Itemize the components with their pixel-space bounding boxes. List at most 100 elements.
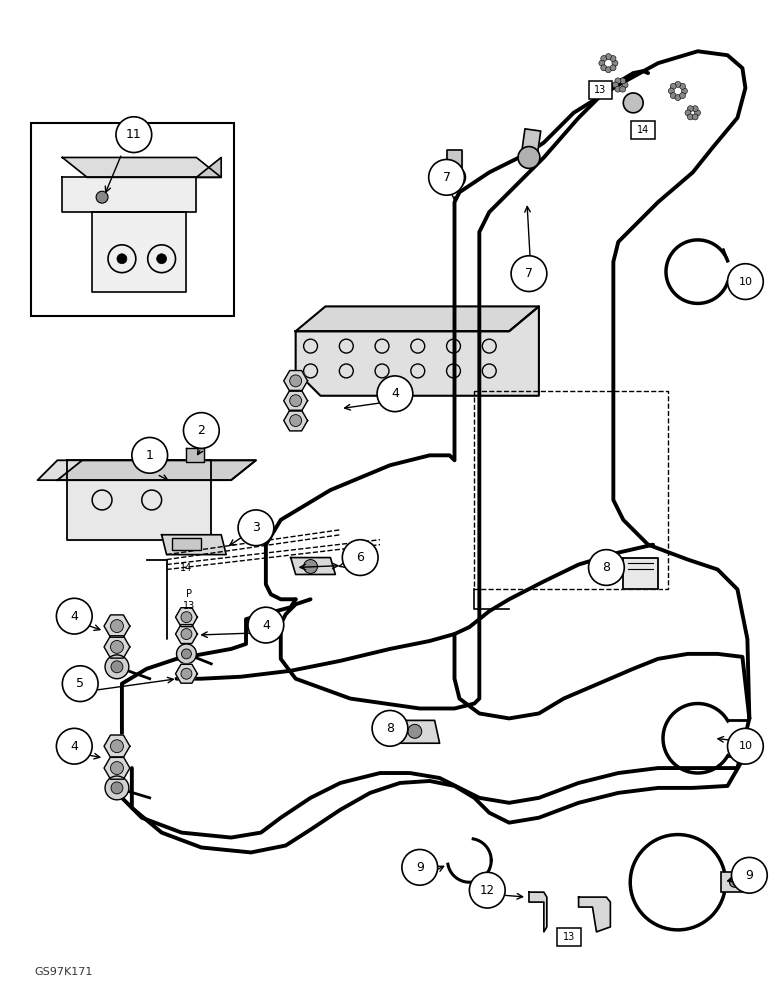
Polygon shape xyxy=(529,892,547,932)
Circle shape xyxy=(610,65,616,71)
Circle shape xyxy=(622,82,628,88)
FancyBboxPatch shape xyxy=(171,538,201,550)
Circle shape xyxy=(402,849,438,885)
Text: 5: 5 xyxy=(76,677,84,690)
Text: 3: 3 xyxy=(252,521,260,534)
Circle shape xyxy=(56,728,92,764)
Polygon shape xyxy=(284,371,307,391)
Circle shape xyxy=(132,437,168,473)
Circle shape xyxy=(444,166,466,188)
Circle shape xyxy=(56,598,92,634)
FancyBboxPatch shape xyxy=(631,121,655,139)
Polygon shape xyxy=(284,410,307,431)
Circle shape xyxy=(692,114,698,120)
Polygon shape xyxy=(67,460,212,540)
Polygon shape xyxy=(623,558,658,589)
Polygon shape xyxy=(38,460,256,480)
Text: 4: 4 xyxy=(262,619,269,632)
Text: 6: 6 xyxy=(356,551,364,564)
FancyBboxPatch shape xyxy=(720,872,748,892)
Text: 1: 1 xyxy=(146,449,154,462)
Circle shape xyxy=(605,54,611,60)
Polygon shape xyxy=(104,636,130,658)
Circle shape xyxy=(682,88,687,94)
Circle shape xyxy=(428,159,465,195)
Circle shape xyxy=(601,56,607,62)
Text: 9: 9 xyxy=(416,861,424,874)
Polygon shape xyxy=(92,212,187,292)
Circle shape xyxy=(687,106,693,112)
Circle shape xyxy=(675,95,681,100)
Text: 9: 9 xyxy=(746,869,753,882)
Text: 8: 8 xyxy=(386,722,394,735)
Polygon shape xyxy=(296,306,539,396)
Circle shape xyxy=(610,56,616,62)
Circle shape xyxy=(110,740,124,753)
Circle shape xyxy=(177,644,196,664)
Circle shape xyxy=(599,60,604,66)
Circle shape xyxy=(679,93,686,99)
Circle shape xyxy=(181,629,192,639)
Circle shape xyxy=(116,117,152,153)
Circle shape xyxy=(290,415,302,427)
Circle shape xyxy=(105,655,129,679)
Circle shape xyxy=(290,395,302,407)
Circle shape xyxy=(469,872,505,908)
Circle shape xyxy=(615,78,621,84)
Circle shape xyxy=(730,877,740,887)
Circle shape xyxy=(181,612,192,623)
Polygon shape xyxy=(196,157,222,177)
Text: 7: 7 xyxy=(525,267,533,280)
Circle shape xyxy=(157,254,167,264)
Circle shape xyxy=(727,728,764,764)
Polygon shape xyxy=(63,157,222,177)
Polygon shape xyxy=(175,625,198,643)
Circle shape xyxy=(670,93,676,99)
Circle shape xyxy=(612,82,618,88)
Text: 7: 7 xyxy=(442,171,451,184)
Text: 14: 14 xyxy=(181,563,192,573)
Circle shape xyxy=(695,110,700,116)
Circle shape xyxy=(518,147,540,168)
Text: 4: 4 xyxy=(70,740,78,753)
Circle shape xyxy=(511,256,547,292)
Circle shape xyxy=(685,110,691,116)
Circle shape xyxy=(63,666,98,702)
Circle shape xyxy=(181,649,191,659)
Circle shape xyxy=(248,607,284,643)
Circle shape xyxy=(732,857,767,893)
Circle shape xyxy=(675,81,681,87)
Circle shape xyxy=(670,83,676,89)
Polygon shape xyxy=(57,460,256,480)
Text: 11: 11 xyxy=(126,128,142,141)
Circle shape xyxy=(669,88,674,94)
Polygon shape xyxy=(578,897,611,932)
Circle shape xyxy=(181,668,192,679)
Polygon shape xyxy=(175,664,198,683)
Text: 8: 8 xyxy=(602,561,611,574)
FancyBboxPatch shape xyxy=(31,123,234,316)
Circle shape xyxy=(342,540,378,575)
Circle shape xyxy=(623,93,643,113)
Text: 10: 10 xyxy=(738,741,753,751)
Circle shape xyxy=(687,114,693,120)
Polygon shape xyxy=(63,177,196,212)
Polygon shape xyxy=(187,448,205,462)
FancyBboxPatch shape xyxy=(588,81,612,99)
Text: 13: 13 xyxy=(594,85,607,95)
Text: 4: 4 xyxy=(70,610,78,623)
Circle shape xyxy=(110,762,124,775)
Polygon shape xyxy=(296,306,539,331)
Text: 4: 4 xyxy=(391,387,399,400)
Polygon shape xyxy=(291,558,335,574)
Circle shape xyxy=(605,67,611,73)
Circle shape xyxy=(111,661,123,673)
Circle shape xyxy=(110,620,124,633)
Circle shape xyxy=(372,710,408,746)
Text: 10: 10 xyxy=(738,277,753,287)
Circle shape xyxy=(615,86,621,92)
Circle shape xyxy=(620,86,625,92)
Text: GS97K171: GS97K171 xyxy=(35,967,93,977)
Polygon shape xyxy=(161,535,226,555)
Circle shape xyxy=(601,65,607,71)
